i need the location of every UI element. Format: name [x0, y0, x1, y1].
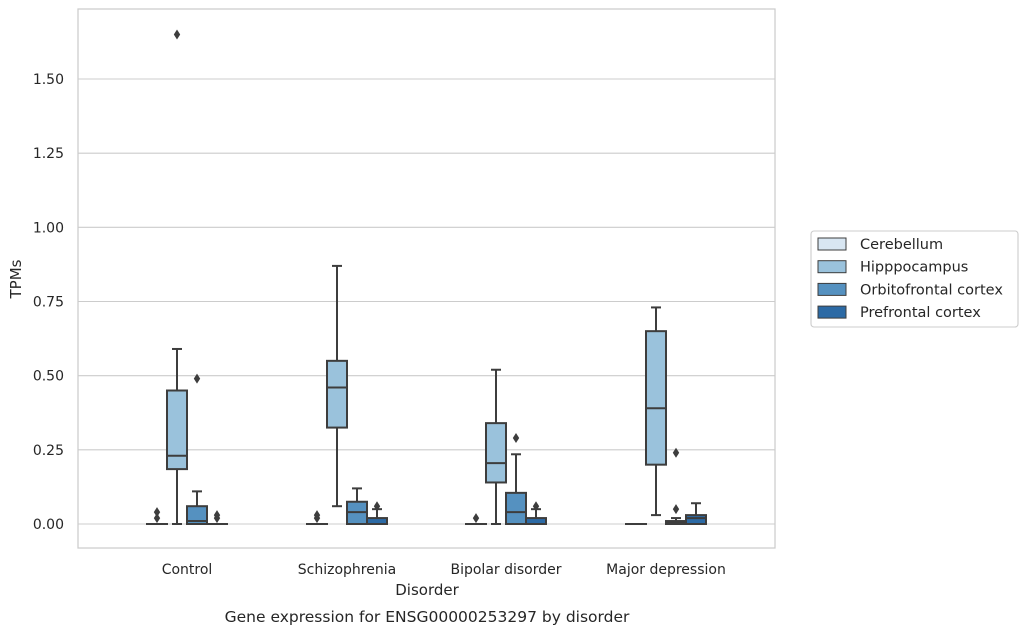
y-tick-label: 0.00	[33, 517, 64, 533]
outlier-point	[673, 504, 679, 514]
y-axis-label: TPMs	[7, 259, 25, 299]
legend: Cerebellum Hipppocampus Orbitofrontal cort…	[811, 231, 1018, 327]
x-tick-label: Major depression	[606, 562, 726, 578]
outlier-point	[513, 433, 519, 443]
y-tick-label: 1.00	[33, 220, 64, 236]
box-hipppocampus	[646, 307, 666, 515]
box	[486, 423, 506, 482]
box-prefrontal-cortex	[526, 501, 546, 524]
y-tick-label: 0.50	[33, 369, 64, 385]
box	[506, 493, 526, 524]
legend-swatch	[818, 238, 846, 250]
box-prefrontal-cortex	[367, 501, 387, 524]
x-tick-label: Control	[162, 562, 213, 578]
legend-label: Hipppocampus	[860, 260, 968, 276]
box-cerebellum	[147, 507, 167, 524]
y-axis-ticks: 0.00 0.25 0.50 0.75 1.00 1.25 1.50	[33, 72, 64, 533]
box-prefrontal-cortex	[207, 510, 227, 524]
legend-label: Orbitofrontal cortex	[860, 282, 1003, 298]
box-cerebellum	[466, 513, 486, 524]
outlier-point	[174, 30, 180, 40]
legend-swatch	[818, 306, 846, 318]
y-tick-label: 0.25	[33, 443, 64, 459]
x-axis-label: Disorder	[395, 581, 459, 599]
x-axis-ticks: Control Schizophrenia Bipolar disorder Majo…	[162, 562, 726, 578]
box	[167, 391, 187, 470]
box-prefrontal-cortex	[686, 503, 706, 524]
x-tick-label: Bipolar disorder	[450, 562, 561, 578]
legend-label: Cerebellum	[860, 237, 943, 253]
outlier-point	[154, 507, 160, 517]
x-tick-label: Schizophrenia	[298, 562, 396, 578]
box	[686, 515, 706, 524]
box	[646, 331, 666, 465]
box-orbitofrontal-cortex	[347, 488, 367, 524]
chart-caption: Gene expression for ENSG00000253297 by d…	[225, 608, 630, 626]
outlier-point	[473, 513, 479, 523]
box-orbitofrontal-cortex	[187, 374, 207, 524]
legend-swatch	[818, 261, 846, 273]
legend-label: Prefrontal cortex	[860, 305, 981, 321]
box	[327, 361, 347, 428]
box-orbitofrontal-cortex	[666, 448, 686, 524]
y-tick-label: 1.50	[33, 72, 64, 88]
box-cerebellum	[307, 510, 327, 524]
legend-swatch	[818, 283, 846, 295]
box-hipppocampus	[486, 370, 506, 524]
y-tick-label: 0.75	[33, 295, 64, 311]
box-hipppocampus	[167, 30, 187, 525]
box-orbitofrontal-cortex	[506, 433, 526, 524]
y-tick-label: 1.25	[33, 146, 64, 162]
